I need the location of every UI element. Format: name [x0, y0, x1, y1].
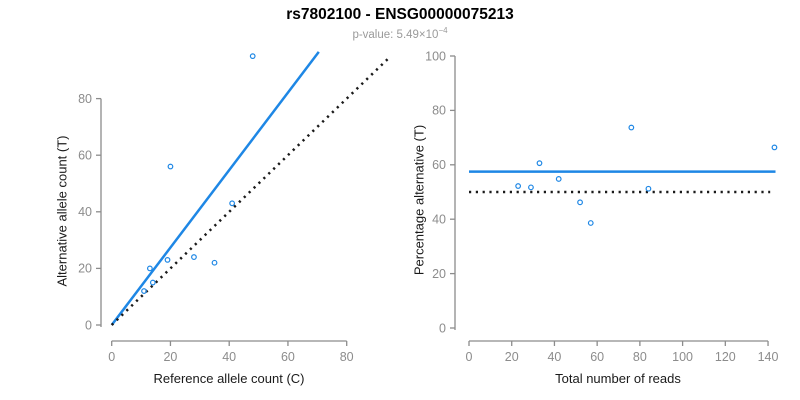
data-point	[167, 163, 174, 170]
data-point	[587, 220, 594, 226]
data-point	[555, 176, 562, 182]
x-tick-label: 40	[222, 350, 236, 364]
right-scatter-panel: 0 20 40 60 80 100 120 140 0 20 40 60 80 100	[425, 49, 778, 364]
identity-line	[110, 58, 389, 326]
x-tick-label: 60	[590, 350, 604, 364]
data-point	[645, 185, 652, 192]
x-tick-label: 40	[547, 350, 561, 364]
left-x-axis-title: Reference allele count (C)	[153, 371, 305, 386]
x-tick-label: 120	[715, 350, 736, 364]
data-point	[528, 184, 534, 191]
p-value-text: p-value: 5.49×10	[352, 28, 439, 41]
data-point	[628, 124, 635, 131]
data-point	[249, 53, 256, 60]
right-x-axis-title: Total number of reads	[555, 371, 681, 386]
x-tick-label: 80	[340, 350, 354, 364]
right-y-axis-title: Percentage alternative (T)	[411, 124, 427, 276]
data-point	[211, 259, 218, 266]
data-point	[191, 254, 197, 260]
y-tick-label: 20	[78, 262, 92, 276]
data-point	[536, 160, 543, 167]
y-tick-label: 0	[85, 318, 92, 332]
left-y-axis-title: Alternative allele count (T)	[54, 135, 70, 287]
x-tick-label: 100	[672, 350, 693, 364]
x-tick-label: 140	[758, 350, 779, 364]
data-point	[515, 183, 522, 189]
x-tick-label: 20	[505, 350, 519, 364]
y-tick-label: 0	[439, 321, 446, 335]
p-value-exponent: −4	[438, 26, 448, 35]
data-point	[146, 265, 153, 272]
data-point	[229, 200, 236, 207]
y-tick-label: 60	[432, 158, 446, 172]
y-tick-label: 80	[78, 92, 92, 106]
left-scatter-panel: 0 20 40 60 80 0 20 40 60 80	[78, 51, 389, 364]
data-point	[577, 199, 583, 206]
x-tick-label: 20	[163, 350, 177, 364]
x-tick-label: 0	[466, 350, 473, 364]
y-tick-label: 60	[78, 149, 92, 163]
data-point	[149, 279, 156, 286]
plot-title: rs7802100 - ENSG00000075213	[286, 6, 514, 23]
y-tick-label: 80	[432, 104, 446, 118]
p-value-subtitle: p-value: 5.49×10−4	[0, 26, 800, 41]
data-point	[771, 144, 778, 151]
fit-line	[110, 51, 320, 326]
x-tick-label: 60	[281, 350, 295, 364]
y-tick-label: 100	[425, 49, 446, 63]
y-tick-label: 40	[432, 213, 446, 227]
y-tick-label: 20	[432, 267, 446, 281]
y-tick-label: 40	[78, 205, 92, 219]
x-tick-label: 80	[633, 350, 647, 364]
data-point	[164, 257, 171, 263]
data-point	[141, 288, 147, 294]
x-tick-label: 0	[108, 350, 115, 364]
